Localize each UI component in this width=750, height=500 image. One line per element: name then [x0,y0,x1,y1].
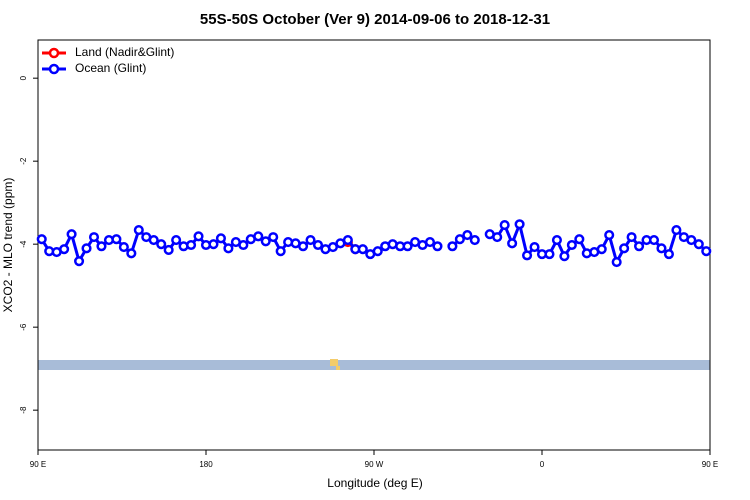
data-point [462,229,473,241]
data-point [88,232,100,243]
data-point [238,239,249,251]
land-strip [336,366,340,370]
data-point [66,229,77,240]
data-point [454,234,465,245]
data-point [447,241,458,252]
data-point [611,256,622,268]
data-point [402,241,413,252]
x-tick-label: 0 [540,460,545,469]
legend: Land (Nadir&Glint) Ocean (Glint) [42,45,174,75]
y-axis-label: XCO2 - MLO trend (ppm) [1,178,15,313]
legend-marker [48,47,60,59]
data-point [312,239,324,251]
data-point [551,234,562,246]
legend-marker [48,63,60,75]
data-point [634,241,645,252]
data-point [126,248,137,259]
data-point [604,229,615,241]
data-point [223,243,234,254]
data-point [522,250,533,261]
data-point [208,239,219,250]
surface-strip [38,359,710,370]
data-point [81,243,92,254]
y-tick-label: -8 [19,406,28,414]
data-point [619,243,630,254]
data-point [626,232,637,243]
x-tick-label: 90 E [30,460,46,469]
data-point [656,243,667,254]
land-strip [330,359,338,366]
x-axis-label: Longitude (deg E) [327,476,422,490]
data-point [163,244,174,256]
chart-title: 55S-50S October (Ver 9) 2014-09-06 to 20… [200,11,550,28]
y-tick-label: -2 [19,157,28,165]
data-point [507,238,518,249]
data-point [96,241,107,252]
data-point [118,242,129,253]
data-point [686,234,697,246]
data-point [36,234,47,245]
x-tick-label: 90 E [702,460,718,469]
x-tick-label: 90 W [365,460,384,469]
data-point [171,234,182,246]
data-point [298,241,309,252]
data-point [186,239,197,251]
data-point [133,225,144,236]
plot-frame [37,39,711,451]
y-tick-label: -4 [19,240,28,248]
data-point [648,234,660,246]
data-point [559,251,570,262]
data-point [156,239,167,250]
data-point [275,246,286,257]
data-point [74,256,85,267]
ocean-strip [38,360,710,370]
data-point [59,244,70,255]
data-point [701,246,712,257]
data-point [357,244,368,255]
data-point [111,234,122,245]
data-point [671,225,682,236]
data-point [514,219,525,230]
data-point [148,234,159,246]
legend-label: Ocean (Glint) [75,61,146,75]
data-point [215,233,226,244]
data-point [566,239,577,251]
data-point [372,246,383,257]
data-point [596,244,607,255]
y-tick-label: 0 [19,75,28,80]
data-point [305,234,316,246]
data-point [342,234,353,246]
x-tick-label: 180 [199,460,213,469]
data-point [499,220,510,231]
data-point [432,241,443,252]
data-point [544,249,555,260]
data-point [424,237,436,248]
plot-area [36,219,712,268]
data-point [693,239,704,250]
legend-label: Land (Nadir&Glint) [75,45,174,59]
data-point [492,232,503,243]
data-point [469,234,480,246]
data-point [268,232,279,243]
data-point [193,231,204,242]
data-point [663,249,674,260]
data-point [327,242,338,253]
data-point [253,231,264,242]
data-point [574,234,585,245]
y-tick-label: -6 [19,323,28,331]
data-point [260,236,271,247]
data-point [529,242,540,253]
